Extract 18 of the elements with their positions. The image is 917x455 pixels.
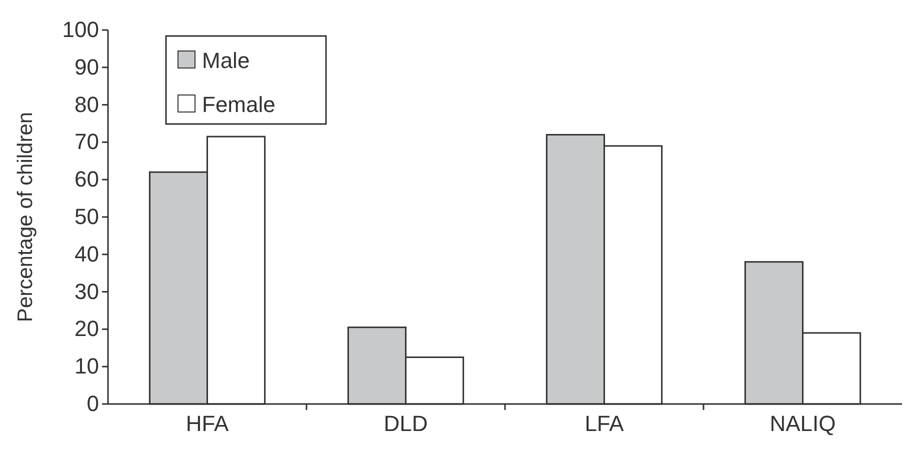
y-tick-label: 50 xyxy=(74,204,99,230)
y-tick-label: 70 xyxy=(74,129,99,154)
y-tick-label: 60 xyxy=(74,166,99,192)
y-tick-label: 90 xyxy=(74,54,99,80)
y-tick-label: 80 xyxy=(74,92,99,117)
x-tick-label: LFA xyxy=(584,411,624,436)
y-tick-label: 0 xyxy=(86,391,99,416)
x-tick-label: HFA xyxy=(186,411,229,436)
legend-label: Male xyxy=(202,48,250,73)
y-axis-title: Percentage of children xyxy=(14,112,37,322)
y-tick-label: 40 xyxy=(74,241,99,266)
y-tick-label: 100 xyxy=(62,17,99,42)
y-tick-label: 30 xyxy=(74,278,99,304)
y-tick-label: 20 xyxy=(74,316,99,342)
x-tick-label: DLD xyxy=(384,411,428,436)
y-tick-label: 10 xyxy=(74,354,99,379)
x-tick-label: NALIQ xyxy=(770,411,836,436)
legend-label: Female xyxy=(202,92,276,117)
